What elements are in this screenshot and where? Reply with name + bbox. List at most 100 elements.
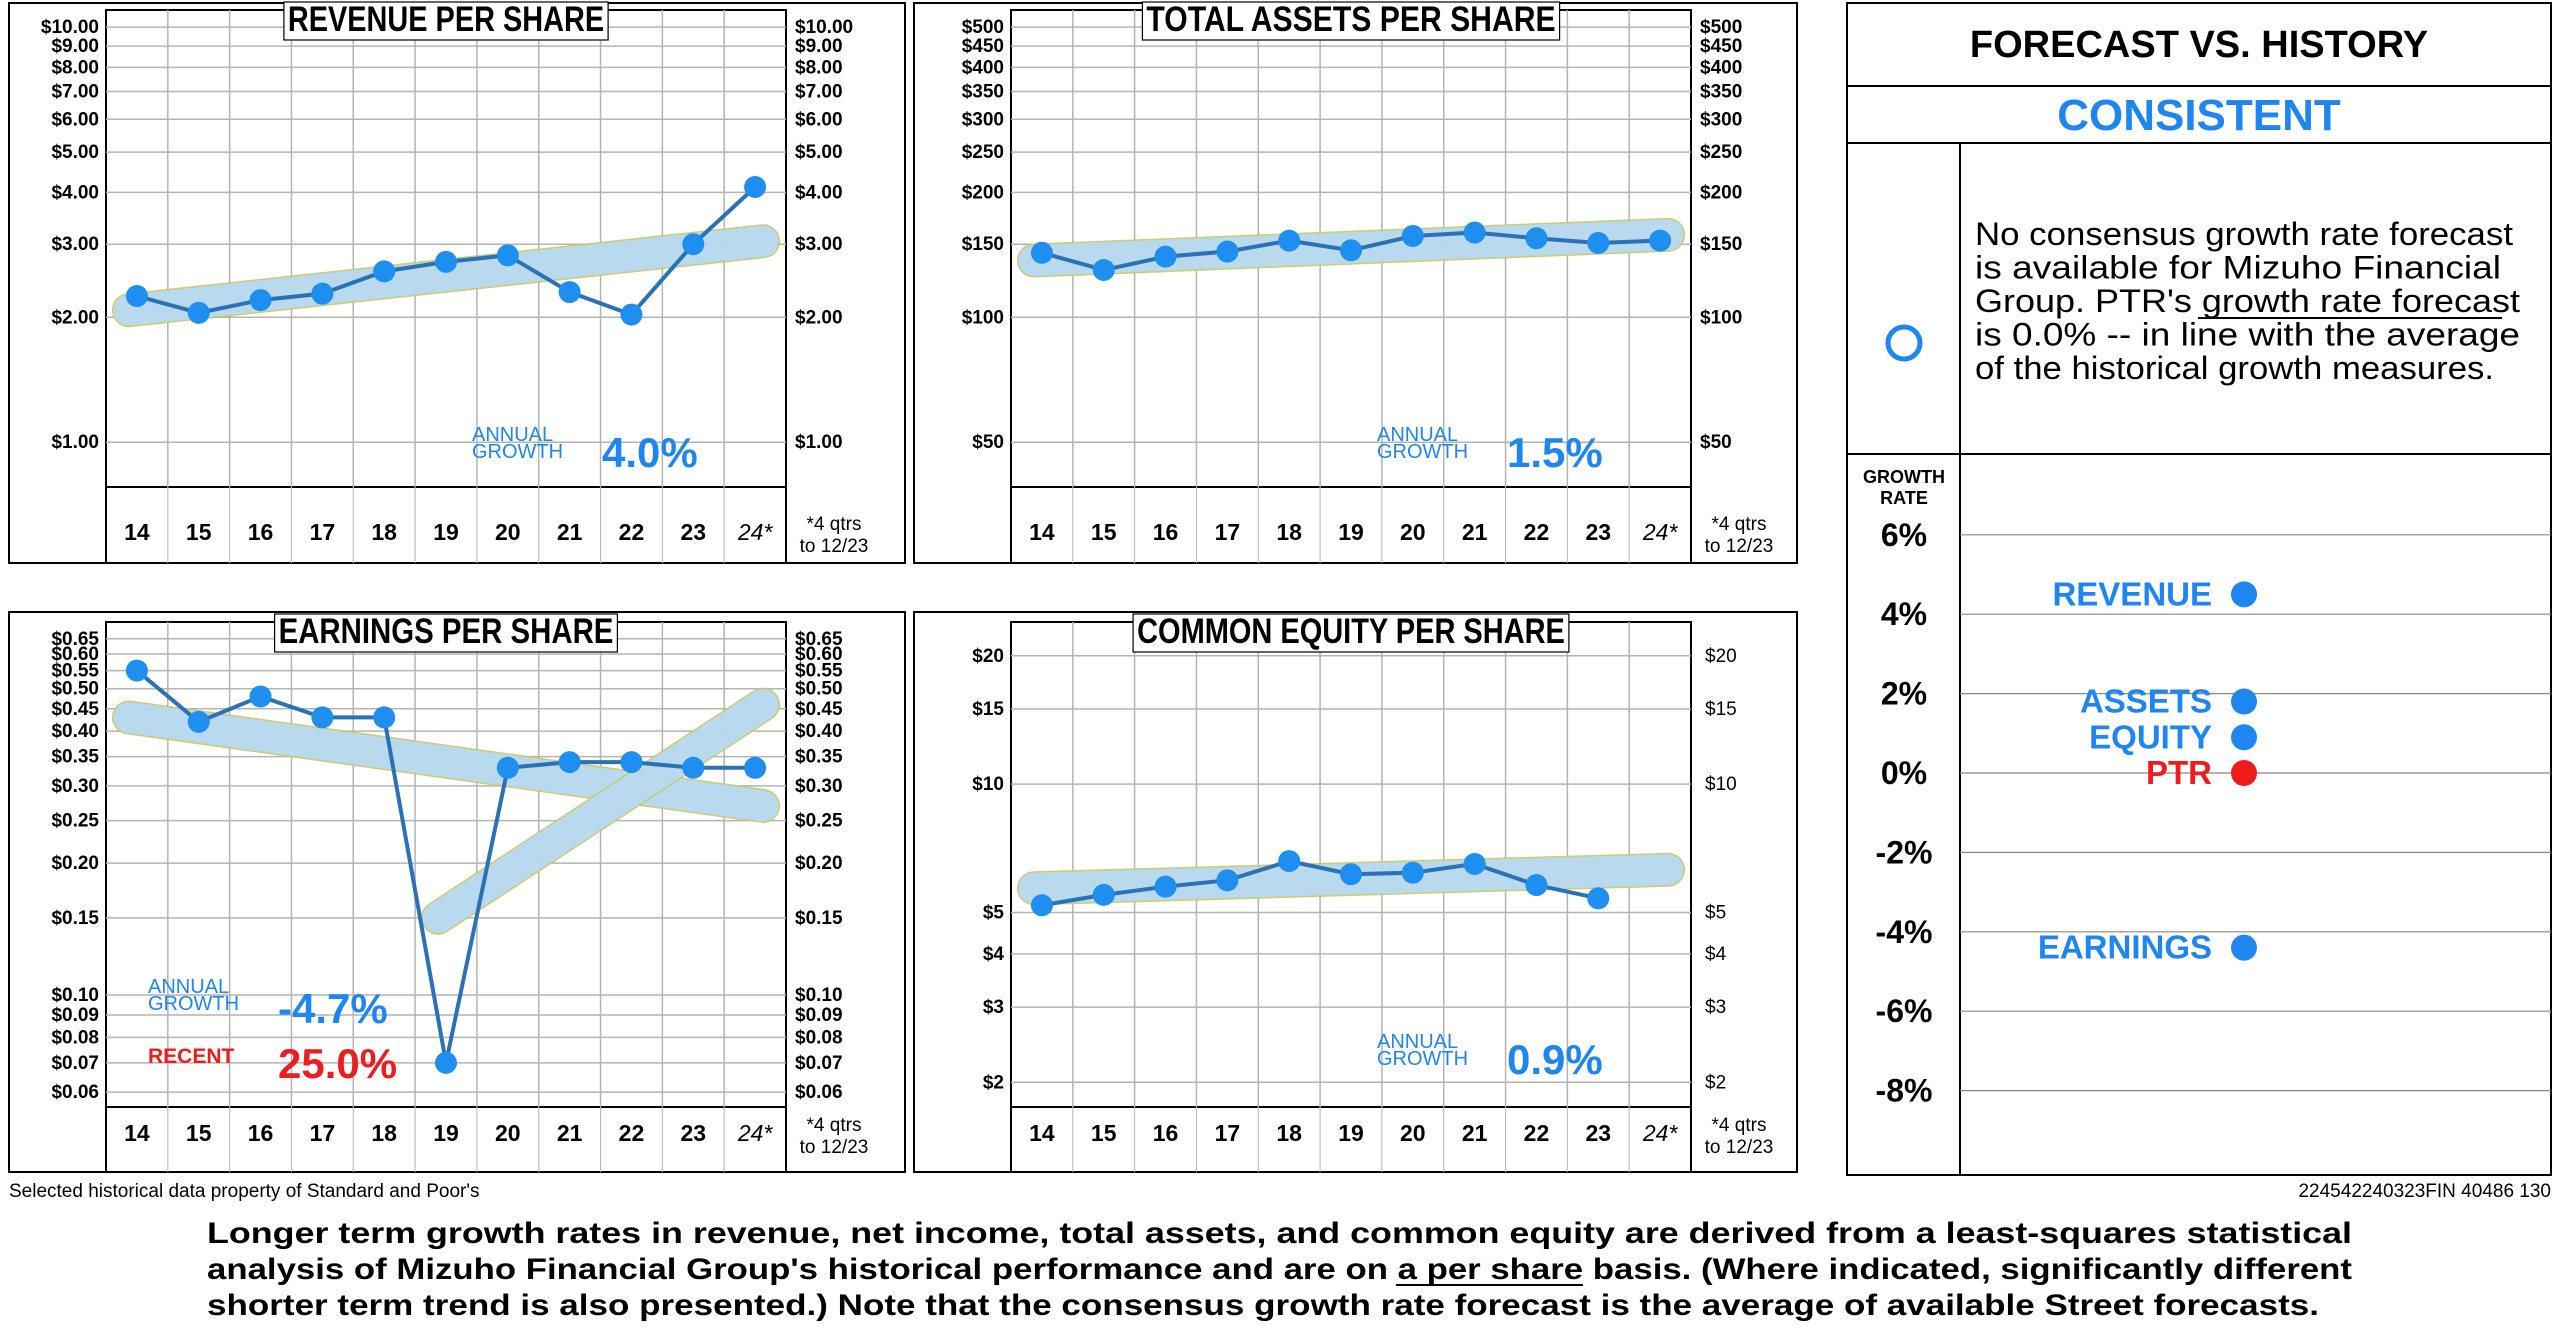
y-tick-label-left: $0.08 bbox=[51, 1027, 99, 1048]
forecast-description: is available for Mizuho Financial bbox=[1975, 250, 2501, 286]
data-point bbox=[1463, 221, 1486, 244]
growth-tick-label: 2% bbox=[1881, 676, 1927, 712]
x-tick-label: 22 bbox=[619, 1120, 645, 1146]
x-tick-label: 24* bbox=[1642, 519, 1679, 545]
growth-point-equity bbox=[2231, 724, 2257, 751]
data-point bbox=[311, 706, 334, 729]
y-tick-label-right: $7.00 bbox=[795, 81, 843, 102]
data-point bbox=[682, 756, 705, 779]
y-tick-label-right: $3 bbox=[1705, 997, 1726, 1018]
title-box bbox=[1141, 1, 1561, 41]
y-tick-label-right: $10.00 bbox=[795, 17, 853, 38]
y-tick-label-left: $0.20 bbox=[51, 853, 99, 874]
y-tick-label-right: $0.45 bbox=[795, 699, 843, 720]
y-tick-label-right: $0.07 bbox=[795, 1053, 843, 1074]
x-tick-label: 22 bbox=[619, 519, 645, 545]
assets-chart: $50 $50 $100 $100 $150 $150 $200 $200 $250 $250 $3… bbox=[913, 0, 1798, 564]
y-tick-label-left: $3.00 bbox=[51, 234, 99, 255]
forecast-description: is 0.0% -- in line with the average bbox=[1975, 317, 2520, 353]
y-tick-label-left: $150 bbox=[962, 234, 1004, 255]
x-tick-label: 21 bbox=[557, 519, 583, 545]
y-tick-label-right: $250 bbox=[1700, 142, 1742, 163]
y-tick-label-left: $0.10 bbox=[51, 985, 99, 1006]
data-point bbox=[187, 710, 210, 733]
x-tick-label: 21 bbox=[1462, 519, 1488, 545]
data-point bbox=[1587, 887, 1610, 910]
footnote-top: *4 qtrs bbox=[1712, 514, 1767, 535]
y-tick-label-left: $4.00 bbox=[51, 182, 99, 203]
growth-point-label: EARNINGS bbox=[2038, 929, 2212, 966]
footnote-top: *4 qtrs bbox=[807, 1115, 862, 1136]
y-tick-label-right: $0.35 bbox=[795, 747, 843, 768]
y-tick-label-left: $0.09 bbox=[51, 1005, 99, 1026]
y-tick-label-right: $150 bbox=[1700, 234, 1742, 255]
data-point bbox=[187, 301, 210, 324]
data-point bbox=[558, 281, 581, 304]
growth-point-label: REVENUE bbox=[2052, 575, 2212, 612]
data-point bbox=[1278, 229, 1301, 252]
growth-point-label: EQUITY bbox=[2089, 718, 2212, 755]
growth-point-ptr bbox=[2231, 760, 2257, 786]
source-note: Selected historical data property of Sta… bbox=[9, 1181, 479, 1202]
data-point bbox=[125, 659, 148, 682]
x-tick-label: 18 bbox=[371, 1120, 397, 1146]
x-tick-label: 17 bbox=[310, 519, 336, 545]
y-tick-label-left: $0.65 bbox=[51, 629, 99, 650]
x-tick-label: 21 bbox=[557, 1120, 583, 1146]
x-tick-label: 19 bbox=[1338, 519, 1364, 545]
equity-chart: $2 $2 $3 $3 $4 $4 $5 $5 $10 $10 $15 $15 $20 $20 14 15 16… bbox=[913, 611, 1798, 1173]
x-tick-label: 20 bbox=[1400, 1120, 1426, 1146]
x-tick-label: 24* bbox=[737, 519, 774, 545]
growth-tick-label: 4% bbox=[1881, 596, 1927, 632]
x-tick-label: 14 bbox=[124, 1120, 150, 1146]
x-tick-label: 23 bbox=[680, 519, 706, 545]
x-tick-label: 18 bbox=[1276, 519, 1302, 545]
data-point bbox=[496, 756, 519, 779]
recent-growth-label: RECENT bbox=[148, 1045, 235, 1068]
y-tick-label-left: $100 bbox=[962, 307, 1004, 328]
annual-growth-value: -4.7% bbox=[278, 985, 388, 1032]
y-tick-label-left: $10.00 bbox=[41, 17, 99, 38]
x-tick-label: 24* bbox=[737, 1120, 774, 1146]
y-tick-label-right: $300 bbox=[1700, 109, 1742, 130]
recent-trend-band bbox=[422, 689, 779, 934]
chart-panels: $1.00 $1.00 $2.00 $2.00 $3.00 $3.00 $4.00 $4.00… bbox=[8, 0, 2552, 1176]
y-tick-label-left: $0.30 bbox=[51, 776, 99, 797]
data-point bbox=[1401, 861, 1424, 884]
forecast-status: CONSISTENT bbox=[2057, 91, 2341, 140]
y-tick-label-right: $0.65 bbox=[795, 629, 843, 650]
y-tick-label-left: $0.35 bbox=[51, 747, 99, 768]
data-point bbox=[249, 685, 272, 708]
y-tick-label-right: $0.09 bbox=[795, 1005, 843, 1026]
x-tick-label: 15 bbox=[1091, 1120, 1117, 1146]
data-point bbox=[125, 285, 148, 308]
data-point bbox=[1092, 258, 1115, 281]
y-tick-label-right: $50 bbox=[1700, 432, 1732, 453]
x-tick-label: 16 bbox=[248, 519, 274, 545]
y-tick-label-right: $0.30 bbox=[795, 776, 843, 797]
y-tick-label-left: $6.00 bbox=[51, 109, 99, 130]
document-code: 224542240323FIN 40486 130 bbox=[2298, 1181, 2551, 1202]
consistency-indicator-icon bbox=[1885, 324, 1923, 362]
growth-tick-label: -6% bbox=[1876, 993, 1933, 1029]
forecast-description: of the historical growth measures. bbox=[1975, 350, 2494, 386]
y-tick-label-left: $200 bbox=[962, 182, 1004, 203]
y-tick-label-right: $200 bbox=[1700, 182, 1742, 203]
y-tick-label-right: $500 bbox=[1700, 17, 1742, 38]
y-tick-label-right: $9.00 bbox=[795, 36, 843, 57]
y-tick-label-left: $500 bbox=[962, 17, 1004, 38]
footnote-bottom: to 12/23 bbox=[1705, 536, 1774, 557]
y-tick-label-right: $20 bbox=[1705, 646, 1737, 667]
axis-title: GROWTH bbox=[1863, 467, 1945, 487]
data-point bbox=[1278, 850, 1301, 873]
y-tick-label-right: $8.00 bbox=[795, 57, 843, 78]
growth-tick-label: -4% bbox=[1876, 914, 1933, 950]
y-tick-label-right: $10 bbox=[1705, 774, 1737, 795]
x-tick-label: 20 bbox=[1400, 519, 1426, 545]
chart-title: COMMON EQUITY PER SHARE bbox=[1137, 612, 1565, 651]
summary-line: shorter term trend is also presented.) N… bbox=[207, 1289, 2319, 1322]
data-point bbox=[1340, 863, 1362, 886]
y-tick-label-left: $10 bbox=[972, 774, 1004, 795]
summary-line: analysis of Mizuho Financial Group's his… bbox=[207, 1253, 2352, 1286]
y-tick-label-left: $0.06 bbox=[51, 1082, 99, 1103]
